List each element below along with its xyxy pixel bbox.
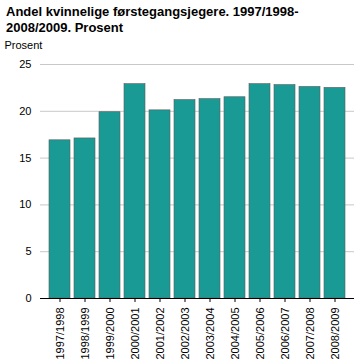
- svg-text:2002/2003: 2002/2003: [179, 308, 191, 360]
- svg-text:2005/2006: 2005/2006: [254, 308, 266, 360]
- html-text:Andel kvinnelige førstegangsje: Andel kvinnelige førstegangsjegere. 1997…: [6, 4, 299, 35]
- svg-text:2008/2009: 2008/2009: [329, 308, 341, 360]
- svg-text:1997/1998: 1997/1998: [54, 308, 66, 360]
- svg-text:1999/2000: 1999/2000: [104, 308, 116, 360]
- svg-text:5: 5: [25, 245, 31, 257]
- svg-text:Prosent: Prosent: [5, 39, 43, 51]
- svg-text:2007/2008: 2007/2008: [304, 308, 316, 360]
- svg-text:20: 20: [19, 105, 31, 117]
- svg-text:2003/2004: 2003/2004: [204, 308, 216, 360]
- svg-text:0: 0: [25, 292, 31, 304]
- svg-text:15: 15: [19, 152, 31, 164]
- svg-text:2006/2007: 2006/2007: [279, 308, 291, 360]
- svg-text:2000/2001: 2000/2001: [129, 308, 141, 360]
- svg-text:25: 25: [19, 58, 31, 70]
- svg-text:2001/2002: 2001/2002: [154, 308, 166, 360]
- svg-text:2004/2005: 2004/2005: [229, 308, 241, 360]
- svg-text:10: 10: [19, 198, 31, 210]
- svg-text:1998/1999: 1998/1999: [79, 308, 91, 360]
